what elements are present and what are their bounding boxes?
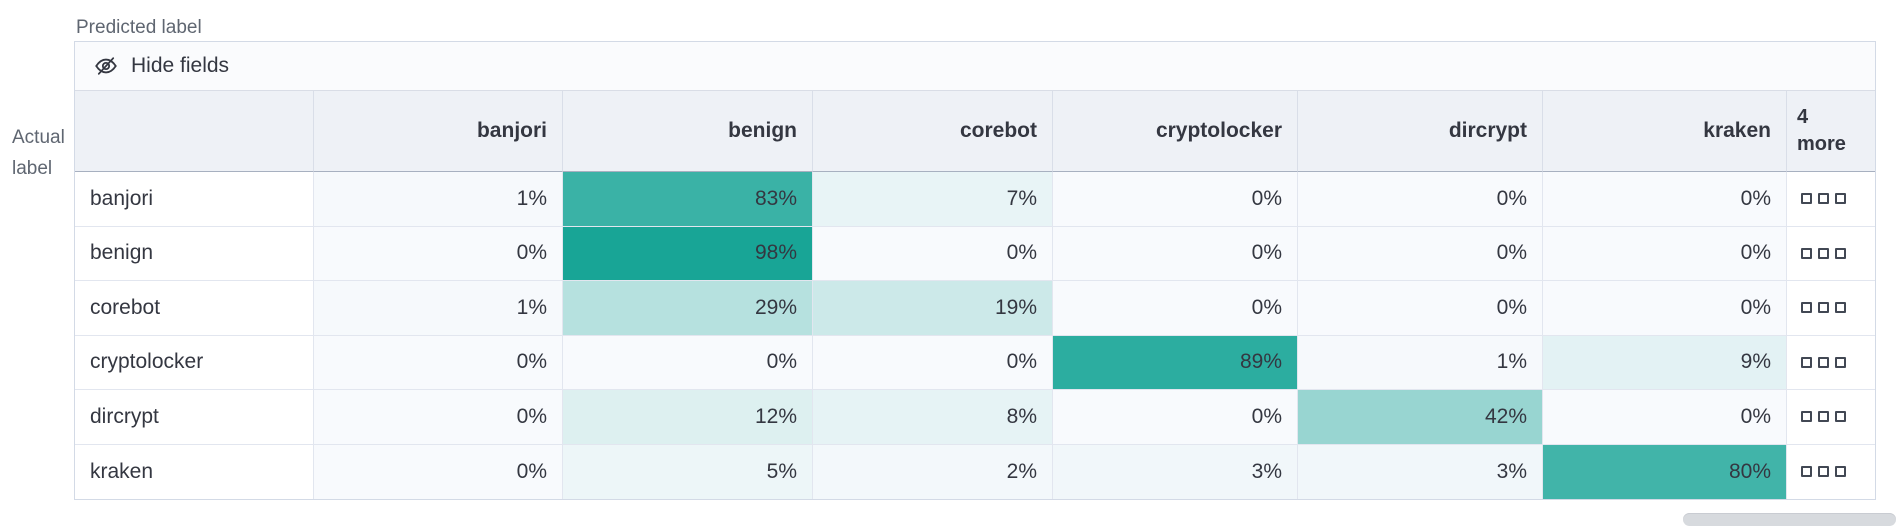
- row-label-kraken: kraken: [75, 444, 314, 499]
- hide-fields-button[interactable]: Hide fields: [75, 42, 1875, 91]
- confusion-matrix-panel: Hide fields banjori benign corebot cryptolo…: [74, 41, 1876, 500]
- matrix-cell-benign-kraken: 0%: [1543, 226, 1787, 281]
- more-actions-cell: [1787, 444, 1875, 499]
- column-header-dircrypt[interactable]: dircrypt: [1298, 91, 1543, 172]
- column-header-cryptolocker[interactable]: cryptolocker: [1053, 91, 1298, 172]
- box-icon: [1818, 466, 1829, 478]
- box-icon: [1801, 356, 1812, 368]
- matrix-cell-benign-benign: 98%: [563, 226, 813, 281]
- matrix-cell-banjori-corebot: 7%: [813, 172, 1053, 227]
- matrix-cell-cryptolocker-dircrypt: 1%: [1298, 335, 1543, 390]
- matrix-cell-cryptolocker-banjori: 0%: [314, 335, 563, 390]
- matrix-cell-banjori-benign: 83%: [563, 172, 813, 227]
- actual-axis-label: Actual label: [12, 122, 72, 184]
- matrix-cell-cryptolocker-benign: 0%: [563, 335, 813, 390]
- box-icon: [1835, 302, 1846, 314]
- column-header-banjori[interactable]: banjori: [314, 91, 563, 172]
- matrix-cell-benign-cryptolocker: 0%: [1053, 226, 1298, 281]
- box-icon: [1818, 302, 1829, 314]
- matrix-cell-kraken-corebot: 2%: [813, 444, 1053, 499]
- matrix-cell-dircrypt-kraken: 0%: [1543, 390, 1787, 445]
- more-actions-button[interactable]: [1801, 466, 1846, 478]
- box-icon: [1835, 411, 1846, 423]
- row-label-benign: benign: [75, 226, 314, 281]
- matrix-cell-dircrypt-corebot: 8%: [813, 390, 1053, 445]
- matrix-cell-dircrypt-benign: 12%: [563, 390, 813, 445]
- more-actions-cell: [1787, 281, 1875, 336]
- matrix-cell-kraken-banjori: 0%: [314, 444, 563, 499]
- horizontal-scrollbar-thumb[interactable]: [1683, 513, 1896, 526]
- box-icon: [1818, 411, 1829, 423]
- matrix-cell-cryptolocker-kraken: 9%: [1543, 335, 1787, 390]
- box-icon: [1801, 466, 1812, 478]
- matrix-cell-benign-dircrypt: 0%: [1298, 226, 1543, 281]
- matrix-cell-corebot-benign: 29%: [563, 281, 813, 336]
- matrix-cell-banjori-kraken: 0%: [1543, 172, 1787, 227]
- box-icon: [1835, 193, 1846, 205]
- matrix-cell-kraken-kraken: 80%: [1543, 444, 1787, 499]
- matrix-cell-kraken-dircrypt: 3%: [1298, 444, 1543, 499]
- more-actions-button[interactable]: [1801, 193, 1846, 205]
- box-icon: [1818, 247, 1829, 259]
- confusion-matrix-grid: banjori benign corebot cryptolocker dircrypt…: [75, 91, 1875, 499]
- predicted-axis-label: Predicted label: [76, 17, 202, 38]
- box-icon: [1835, 247, 1846, 259]
- more-actions-cell: [1787, 226, 1875, 281]
- box-icon: [1818, 356, 1829, 368]
- matrix-cell-cryptolocker-cryptolocker: 89%: [1053, 335, 1298, 390]
- more-actions-button[interactable]: [1801, 356, 1846, 368]
- header-corner-cell: [75, 91, 314, 172]
- column-header-more[interactable]: 4 more: [1787, 91, 1875, 172]
- matrix-cell-banjori-dircrypt: 0%: [1298, 172, 1543, 227]
- matrix-cell-corebot-corebot: 19%: [813, 281, 1053, 336]
- matrix-cell-banjori-banjori: 1%: [314, 172, 563, 227]
- row-label-dircrypt: dircrypt: [75, 390, 314, 445]
- matrix-cell-corebot-cryptolocker: 0%: [1053, 281, 1298, 336]
- matrix-cell-dircrypt-cryptolocker: 0%: [1053, 390, 1298, 445]
- actual-axis-label-line2: label: [12, 158, 53, 179]
- row-label-corebot: corebot: [75, 281, 314, 336]
- matrix-cell-kraken-benign: 5%: [563, 444, 813, 499]
- box-icon: [1801, 411, 1812, 423]
- more-actions-button[interactable]: [1801, 411, 1846, 423]
- box-icon: [1801, 247, 1812, 259]
- column-header-corebot[interactable]: corebot: [813, 91, 1053, 172]
- more-actions-button[interactable]: [1801, 247, 1846, 259]
- more-actions-cell: [1787, 390, 1875, 445]
- more-actions-button[interactable]: [1801, 302, 1846, 314]
- matrix-cell-corebot-dircrypt: 0%: [1298, 281, 1543, 336]
- matrix-cell-banjori-cryptolocker: 0%: [1053, 172, 1298, 227]
- box-icon: [1801, 302, 1812, 314]
- matrix-cell-corebot-banjori: 1%: [314, 281, 563, 336]
- matrix-cell-cryptolocker-corebot: 0%: [813, 335, 1053, 390]
- matrix-cell-dircrypt-banjori: 0%: [314, 390, 563, 445]
- box-icon: [1835, 466, 1846, 478]
- matrix-cell-benign-banjori: 0%: [314, 226, 563, 281]
- column-header-kraken[interactable]: kraken: [1543, 91, 1787, 172]
- box-icon: [1818, 193, 1829, 205]
- matrix-cell-corebot-kraken: 0%: [1543, 281, 1787, 336]
- matrix-cell-dircrypt-dircrypt: 42%: [1298, 390, 1543, 445]
- matrix-cell-benign-corebot: 0%: [813, 226, 1053, 281]
- row-label-cryptolocker: cryptolocker: [75, 335, 314, 390]
- more-column-label: 4 more: [1797, 106, 1846, 155]
- actual-axis-label-line1: Actual: [12, 127, 65, 148]
- eye-closed-icon: [95, 57, 117, 75]
- matrix-cell-kraken-cryptolocker: 3%: [1053, 444, 1298, 499]
- column-header-benign[interactable]: benign: [563, 91, 813, 172]
- more-actions-cell: [1787, 335, 1875, 390]
- hide-fields-label: Hide fields: [131, 54, 230, 77]
- row-label-banjori: banjori: [75, 172, 314, 227]
- box-icon: [1801, 193, 1812, 205]
- more-actions-cell: [1787, 172, 1875, 227]
- box-icon: [1835, 356, 1846, 368]
